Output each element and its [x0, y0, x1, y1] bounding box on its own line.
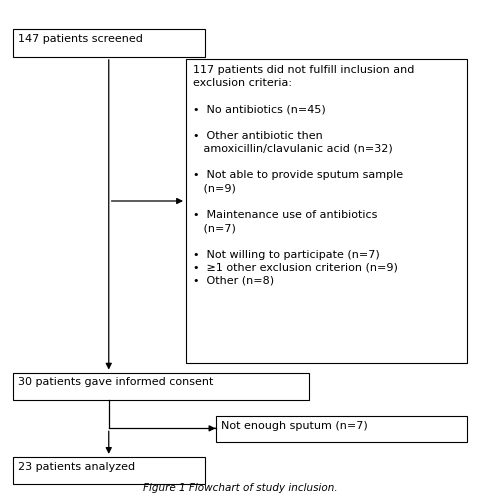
Text: 23 patients analyzed: 23 patients analyzed: [18, 462, 135, 471]
Bar: [13, 372, 309, 400]
Bar: [186, 59, 467, 362]
Bar: [216, 416, 467, 442]
Text: Figure 1 Flowchart of study inclusion.: Figure 1 Flowchart of study inclusion.: [143, 482, 337, 492]
Text: 117 patients did not fulfill inclusion and
exclusion criteria:

•  No antibiotic: 117 patients did not fulfill inclusion a…: [193, 65, 414, 286]
Bar: [13, 457, 204, 484]
Text: 30 patients gave informed consent: 30 patients gave informed consent: [18, 378, 214, 388]
Bar: [13, 30, 204, 57]
Text: Not enough sputum (n=7): Not enough sputum (n=7): [221, 420, 368, 430]
Text: 147 patients screened: 147 patients screened: [18, 34, 144, 44]
